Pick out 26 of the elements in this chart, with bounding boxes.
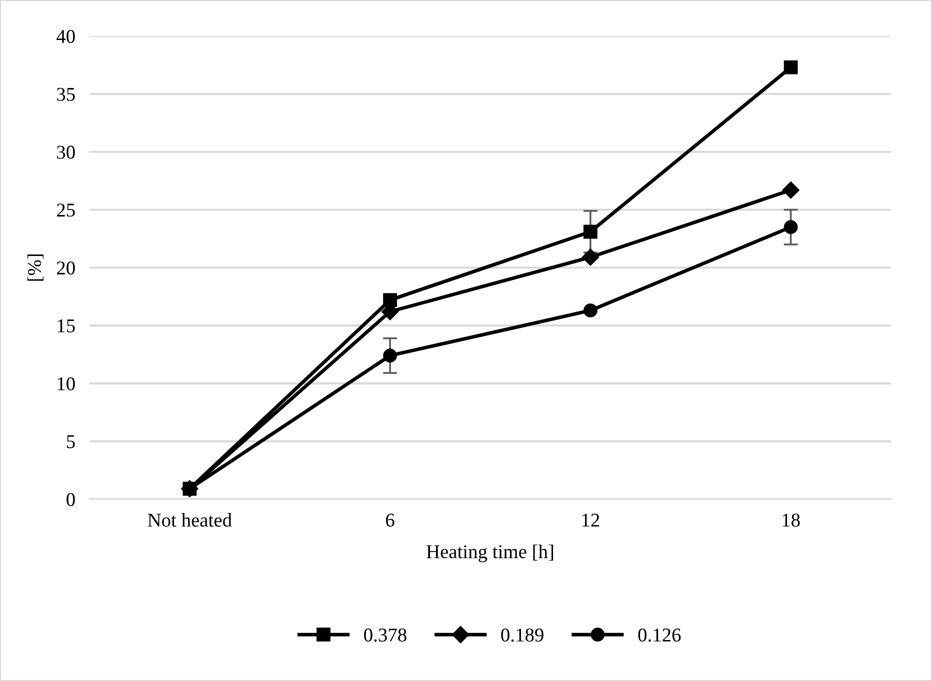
y-axis-title: [%] <box>27 254 44 281</box>
y-tick-label: 40 <box>56 30 75 44</box>
y-tick-label: 20 <box>56 261 75 275</box>
point <box>583 224 598 239</box>
point <box>782 182 800 199</box>
y-tick-label: 10 <box>58 377 75 390</box>
point <box>583 304 598 318</box>
x-tick-label: 12 <box>582 514 600 527</box>
y-tick-label: 15 <box>58 319 75 332</box>
x-tick-label: Not heated <box>148 513 232 527</box>
y-tick-label: 30 <box>57 146 75 159</box>
x-tick-label: 18 <box>782 514 800 527</box>
y-tick-label: 35 <box>57 88 75 101</box>
y-tick-label: 5 <box>66 435 75 448</box>
legend-label: 0.189 <box>501 628 544 642</box>
legend-label: 0.378 <box>364 628 406 642</box>
y-tick-label: 0 <box>66 492 75 506</box>
point <box>582 248 599 266</box>
point <box>784 60 798 74</box>
x-tick-label: 6 <box>386 514 394 527</box>
point <box>383 293 397 307</box>
x-axis-title: Heating time [h] <box>426 544 554 562</box>
point <box>784 220 798 234</box>
y-tick-label: 25 <box>56 204 75 217</box>
point <box>383 348 397 363</box>
legend-label: 0.126 <box>638 628 681 642</box>
